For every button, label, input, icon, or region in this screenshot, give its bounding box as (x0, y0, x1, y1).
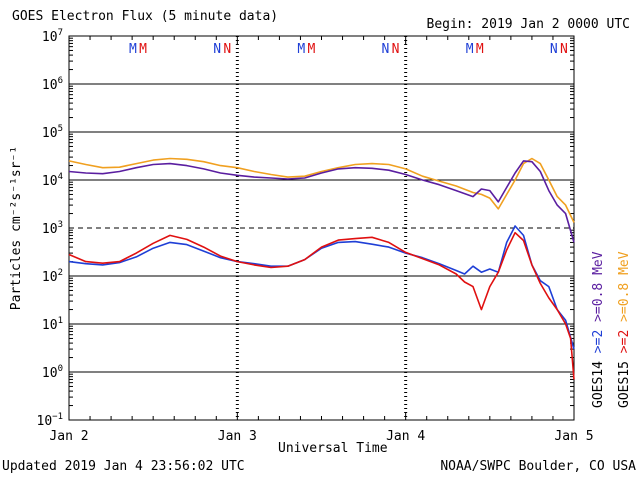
y-tick-label: 104 (42, 172, 63, 189)
y-axis-label: Particles cm⁻²s⁻¹sr⁻¹ (9, 146, 24, 310)
top-marker: N (223, 42, 231, 57)
y-tick-label: 101 (42, 316, 63, 333)
y-tick-label: 100 (42, 364, 63, 381)
x-tick-label: Jan 3 (218, 429, 257, 444)
x-tick-label: Jan 2 (49, 429, 88, 444)
x-tick-label: Jan 5 (554, 429, 593, 444)
y-tick-label: 106 (42, 76, 63, 93)
top-marker: M (307, 42, 315, 57)
top-marker: N (382, 42, 390, 57)
credit-text: NOAA/SWPC Boulder, CO USA (440, 459, 636, 474)
top-marker: N (560, 42, 568, 57)
x-axis-label: Universal Time (278, 441, 388, 456)
top-marker: M (129, 42, 137, 57)
y-tick-label: 102 (42, 268, 63, 285)
top-marker: N (550, 42, 558, 57)
begin-time: Begin: 2019 Jan 2 0000 UTC (426, 17, 631, 32)
y-tick-label: 107 (42, 28, 63, 45)
legend-entry: GOES15 >=2 >=0.8 MeV (617, 251, 632, 408)
series-line (68, 160, 575, 243)
top-marker: M (297, 42, 305, 57)
top-marker: M (139, 42, 147, 57)
y-tick-label: 105 (42, 124, 63, 141)
chart-title: GOES Electron Flux (5 minute data) (12, 9, 279, 24)
updated-timestamp: Updated 2019 Jan 4 23:56:02 UTC (2, 459, 245, 474)
series-line (68, 231, 575, 380)
top-marker: N (392, 42, 400, 57)
top-marker: N (213, 42, 221, 57)
top-marker: M (476, 42, 484, 57)
legend-entry: GOES14 >=2 >=0.8 MeV (591, 251, 606, 408)
x-tick-label: Jan 4 (386, 429, 425, 444)
y-tick-label: 103 (42, 220, 63, 237)
series-line (68, 157, 575, 223)
series-line (68, 225, 575, 350)
top-marker: M (466, 42, 474, 57)
y-tick-label: 10−1 (37, 412, 64, 429)
